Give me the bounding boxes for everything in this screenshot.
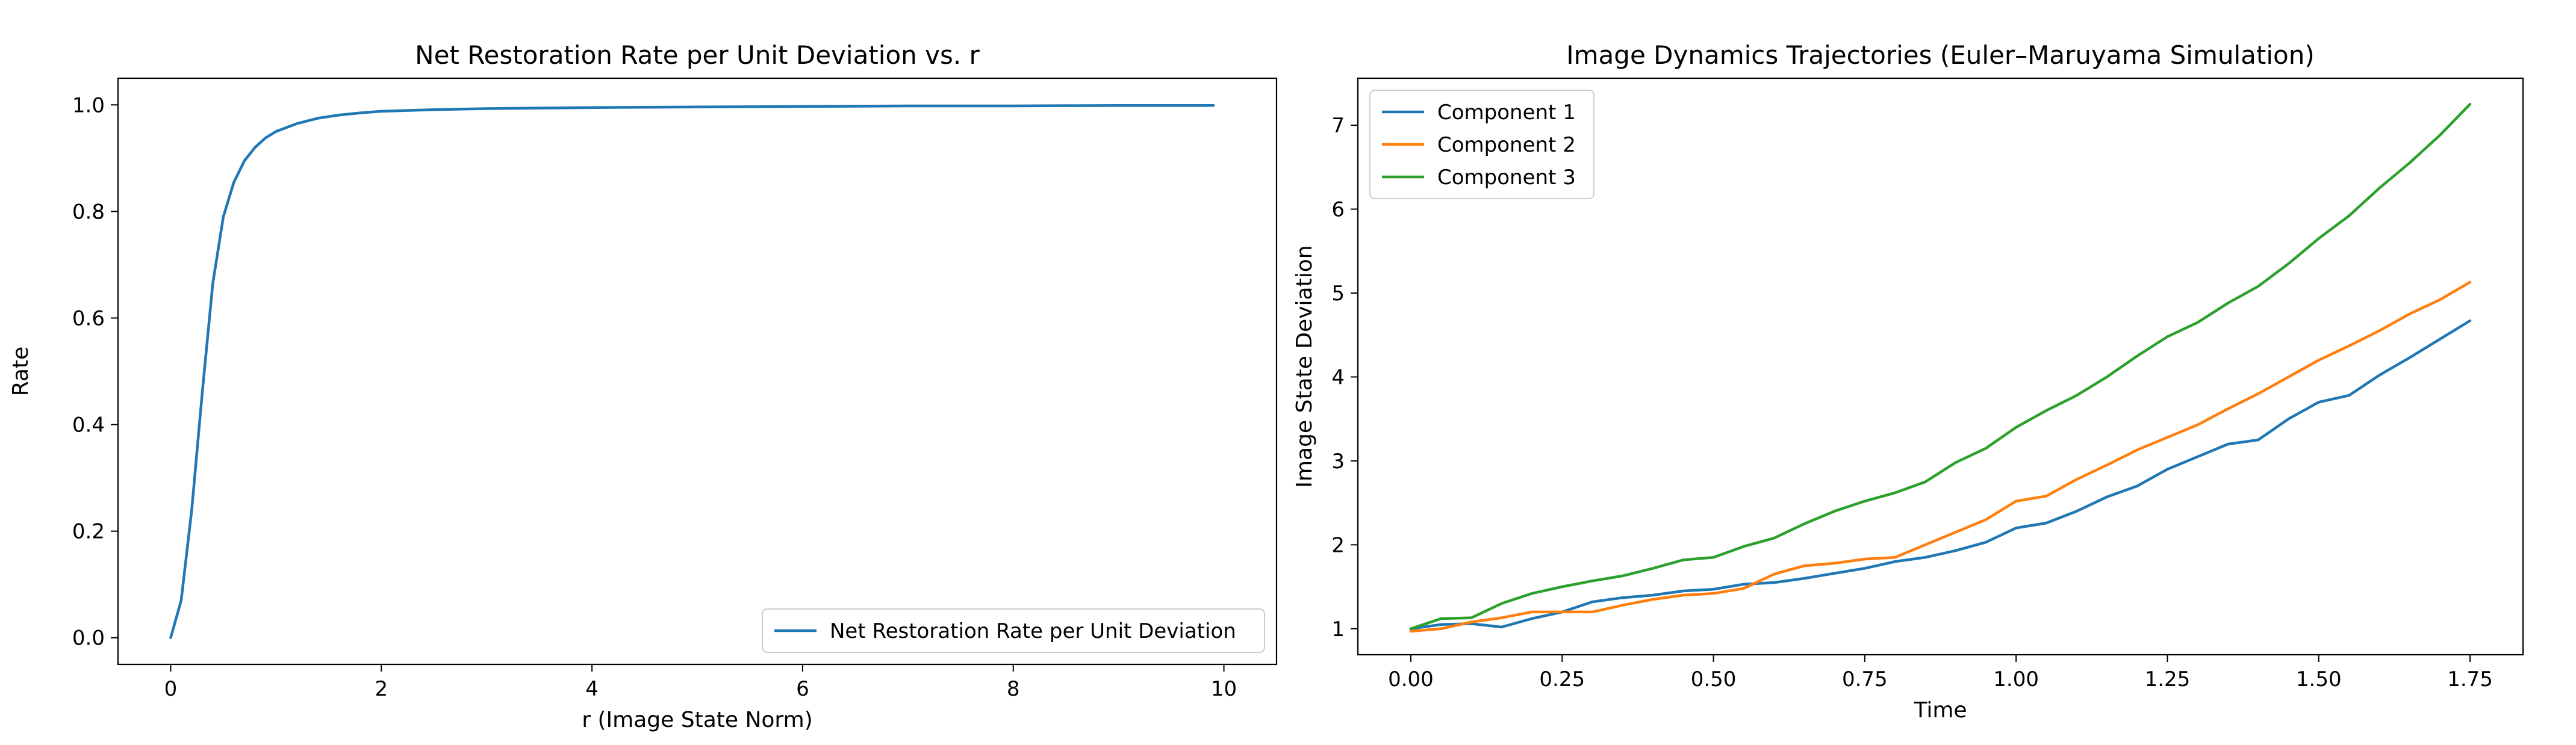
x-tick-label: 0.50 <box>1691 667 1737 691</box>
y-tick-label: 4 <box>1331 365 1345 389</box>
legend-box <box>762 608 1265 653</box>
x-tick-label: 0 <box>164 677 178 701</box>
y-tick-label: 0.4 <box>72 413 105 437</box>
x-tick-label: 0.25 <box>1539 667 1585 691</box>
chart-restoration-rate: 0 2 4 6 8 10 0.0 0.2 0.4 0.6 0.8 1.0 Net Restoration… <box>8 40 1278 732</box>
x-tick-label: 8 <box>1007 677 1020 701</box>
x-tick-label: 2 <box>375 677 388 701</box>
x-tick-label: 6 <box>796 677 809 701</box>
y-tick-label: 7 <box>1331 114 1345 138</box>
x-axis-label: r (Image State Norm) <box>582 708 812 732</box>
legend-entry: Net Restoration Rate per Unit Deviation <box>830 619 1236 643</box>
chart-image-dynamics: 0.00 0.25 0.50 0.75 1.00 1.25 1.50 1.75 1 2 3 4 5 6 7 I… <box>1292 40 2524 723</box>
chart-title: Net Restoration Rate per Unit Deviation … <box>415 40 980 70</box>
y-tick-label: 3 <box>1331 450 1345 474</box>
series-line-2 <box>1409 280 2472 633</box>
legend-entry: Component 3 <box>1437 165 1576 190</box>
y-tick-label: 1 <box>1331 617 1345 641</box>
y-axis-label: Image State Deviation <box>1292 245 1317 487</box>
legend: Component 1 Component 2 Component 3 <box>1369 90 1594 199</box>
y-tick-label: 1.0 <box>72 93 105 117</box>
x-tick-label: 0.00 <box>1388 667 1434 691</box>
series-line-3 <box>1409 102 2472 631</box>
series-line-1 <box>1409 319 2472 631</box>
y-tick-label: 0.0 <box>72 626 105 651</box>
legend-entry: Component 1 <box>1437 100 1576 125</box>
plot-frame <box>1357 77 2524 656</box>
x-tick-label: 1.00 <box>1993 667 2039 691</box>
chart-title: Image Dynamics Trajectories (Euler–Maruy… <box>1566 40 2315 70</box>
y-tick-label: 0.8 <box>72 200 105 224</box>
x-tick-label: 10 <box>1211 677 1237 701</box>
y-tick-label: 6 <box>1331 198 1345 222</box>
y-tick-label: 0.2 <box>72 520 105 544</box>
y-axis-label: Rate <box>8 347 33 397</box>
legend-box <box>1369 90 1594 199</box>
series-line-1 <box>169 104 1215 639</box>
plot-frame <box>117 77 1278 666</box>
legend: Net Restoration Rate per Unit Deviation <box>762 608 1265 653</box>
x-tick-label: 0.75 <box>1842 667 1888 691</box>
y-tick-label: 2 <box>1331 533 1345 557</box>
y-tick-label: 5 <box>1331 282 1345 306</box>
legend-entry: Component 2 <box>1437 133 1576 157</box>
x-tick-label: 4 <box>585 677 599 701</box>
x-axis-label: Time <box>1913 698 1967 723</box>
y-tick-label: 0.6 <box>72 306 105 330</box>
x-tick-label: 1.75 <box>2447 667 2493 691</box>
x-tick-label: 1.50 <box>2296 667 2342 691</box>
x-tick-label: 1.25 <box>2145 667 2191 691</box>
